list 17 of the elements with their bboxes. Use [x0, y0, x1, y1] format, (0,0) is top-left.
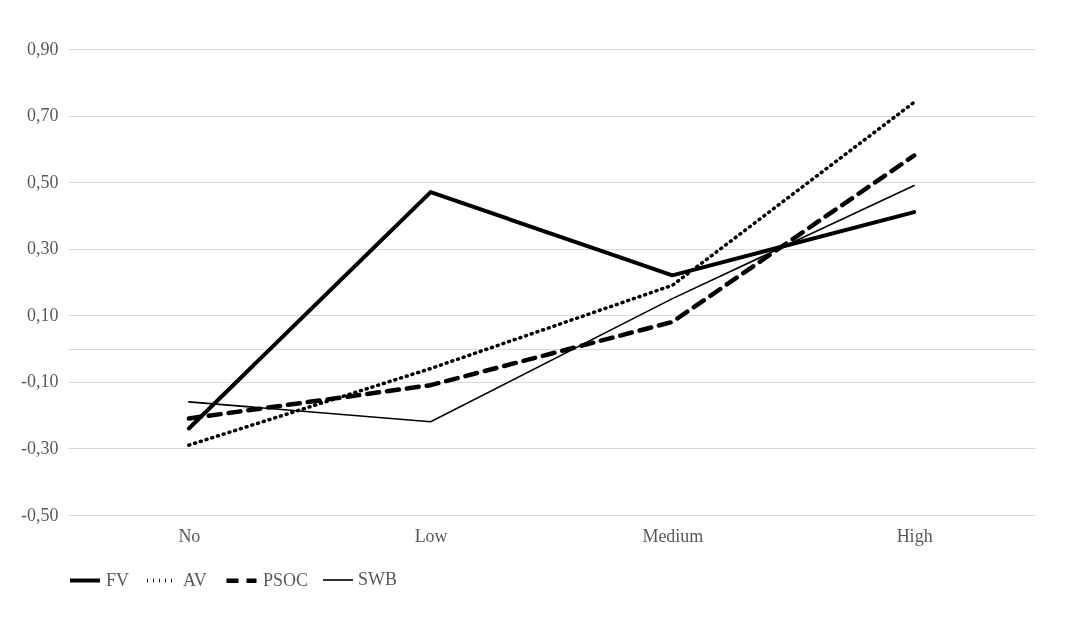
y-tick-label: 0,10 [27, 304, 59, 325]
x-tick-label: No [178, 525, 201, 546]
legend-label: AV [183, 569, 207, 590]
line-series [187, 100, 916, 447]
y-tick-label: 0,30 [27, 238, 59, 259]
y-tick-label: 0,90 [27, 38, 59, 59]
y-tick-label: -0,10 [21, 371, 59, 392]
y-tick-label: -0,50 [21, 504, 59, 525]
legend-label: FV [106, 569, 130, 590]
y-tick-label: -0,30 [21, 437, 59, 458]
x-tick-label: High [896, 525, 933, 546]
x-tick-label: Low [414, 525, 448, 546]
legend-label: PSOC [263, 569, 309, 590]
legend-label: SWB [358, 569, 398, 589]
x-tick-label: Medium [642, 525, 704, 546]
y-tick-label: 0,50 [27, 171, 59, 192]
y-tick-label: 0,70 [27, 105, 59, 126]
